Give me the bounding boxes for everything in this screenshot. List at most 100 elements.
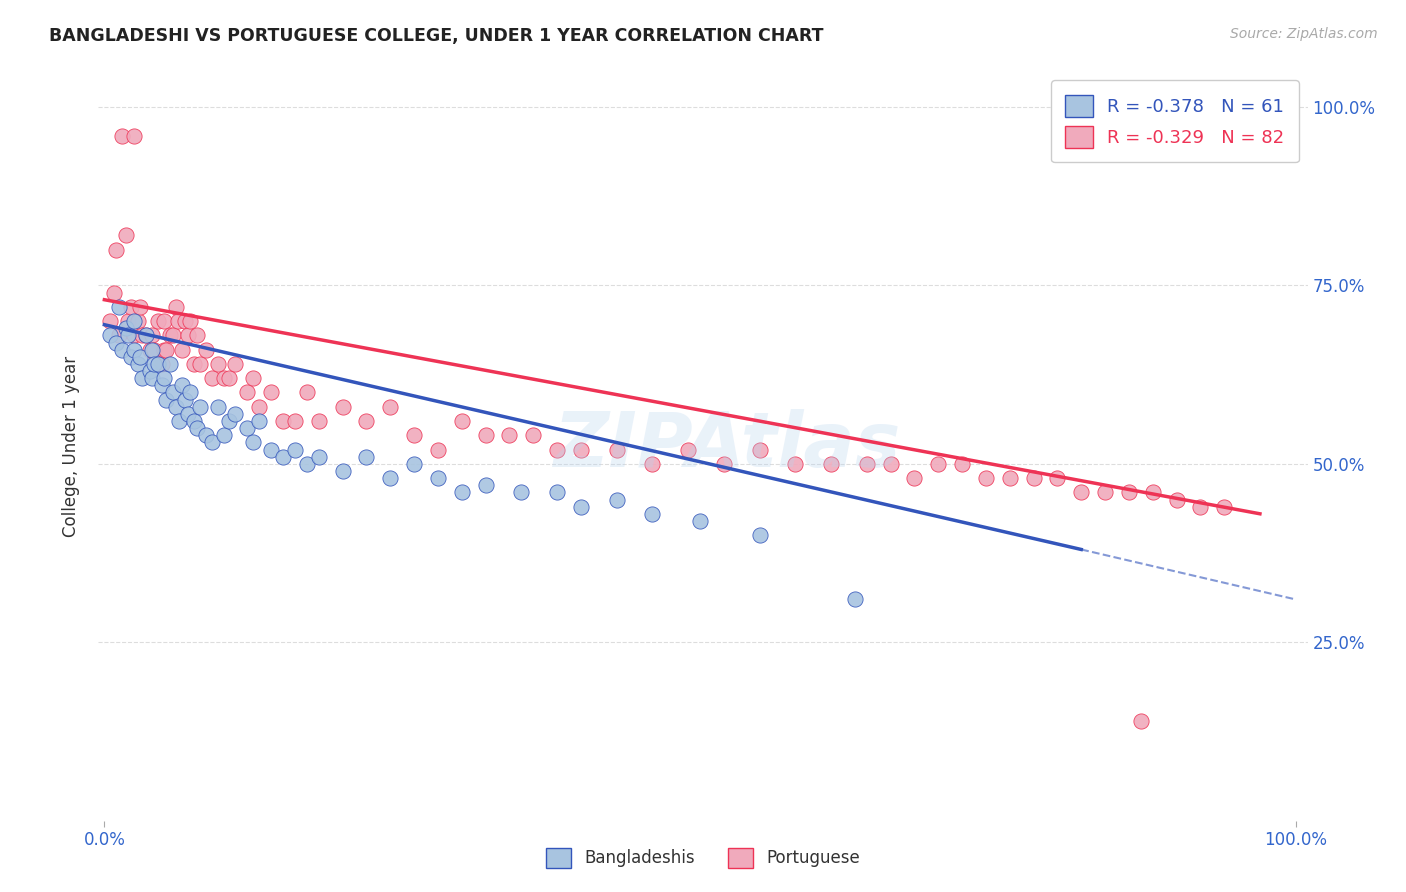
- Point: [143, 343, 166, 357]
- Point: [135, 328, 157, 343]
- Point: [98, 328, 121, 343]
- Point: [120, 300, 142, 314]
- Point: [162, 385, 184, 400]
- Point: [170, 343, 193, 357]
- Point: [162, 328, 184, 343]
- Point: [207, 357, 229, 371]
- Point: [569, 442, 592, 457]
- Point: [207, 400, 229, 414]
- Point: [146, 357, 169, 371]
- Point: [856, 457, 879, 471]
- Point: [107, 300, 129, 314]
- Point: [1094, 485, 1116, 500]
- Point: [903, 471, 925, 485]
- Point: [1022, 471, 1045, 485]
- Point: [114, 228, 136, 243]
- Point: [404, 428, 426, 442]
- Point: [546, 485, 568, 500]
- Point: [127, 357, 149, 371]
- Point: [127, 314, 149, 328]
- Point: [138, 343, 160, 357]
- Point: [105, 335, 128, 350]
- Point: [1070, 485, 1092, 500]
- Point: [135, 328, 157, 343]
- Point: [218, 371, 240, 385]
- Point: [1213, 500, 1236, 514]
- Point: [186, 328, 208, 343]
- Point: [177, 407, 200, 421]
- Point: [950, 457, 973, 471]
- Point: [194, 343, 217, 357]
- Point: [183, 357, 205, 371]
- Point: [404, 457, 426, 471]
- Point: [308, 450, 330, 464]
- Point: [224, 407, 246, 421]
- Point: [641, 507, 664, 521]
- Point: [117, 328, 139, 343]
- Point: [122, 314, 145, 328]
- Point: [260, 442, 283, 457]
- Point: [120, 350, 142, 364]
- Point: [170, 378, 193, 392]
- Point: [174, 314, 197, 328]
- Point: [606, 442, 628, 457]
- Point: [186, 421, 208, 435]
- Point: [295, 457, 318, 471]
- Point: [141, 328, 163, 343]
- Point: [122, 128, 145, 143]
- Point: [927, 457, 949, 471]
- Point: [155, 392, 177, 407]
- Point: [107, 328, 129, 343]
- Point: [153, 371, 176, 385]
- Point: [165, 400, 187, 414]
- Point: [879, 457, 901, 471]
- Legend: Bangladeshis, Portuguese: Bangladeshis, Portuguese: [538, 841, 868, 875]
- Point: [689, 514, 711, 528]
- Point: [194, 428, 217, 442]
- Point: [308, 414, 330, 428]
- Point: [332, 400, 354, 414]
- Point: [212, 428, 235, 442]
- Point: [450, 485, 472, 500]
- Point: [167, 314, 190, 328]
- Point: [179, 385, 201, 400]
- Point: [242, 435, 264, 450]
- Point: [114, 321, 136, 335]
- Point: [785, 457, 807, 471]
- Point: [380, 400, 402, 414]
- Legend: R = -0.378   N = 61, R = -0.329   N = 82: R = -0.378 N = 61, R = -0.329 N = 82: [1052, 80, 1299, 162]
- Point: [356, 450, 378, 464]
- Point: [332, 464, 354, 478]
- Point: [284, 414, 307, 428]
- Point: [748, 442, 770, 457]
- Point: [748, 528, 770, 542]
- Point: [260, 385, 283, 400]
- Point: [153, 314, 176, 328]
- Point: [606, 492, 628, 507]
- Point: [122, 343, 145, 357]
- Point: [177, 328, 200, 343]
- Point: [188, 357, 211, 371]
- Point: [131, 328, 153, 343]
- Point: [284, 442, 307, 457]
- Point: [159, 357, 181, 371]
- Point: [200, 371, 222, 385]
- Point: [183, 414, 205, 428]
- Point: [103, 285, 125, 300]
- Point: [242, 371, 264, 385]
- Point: [974, 471, 997, 485]
- Point: [676, 442, 699, 457]
- Point: [380, 471, 402, 485]
- Point: [356, 414, 378, 428]
- Point: [155, 343, 177, 357]
- Point: [426, 442, 449, 457]
- Text: Source: ZipAtlas.com: Source: ZipAtlas.com: [1230, 27, 1378, 41]
- Point: [188, 400, 211, 414]
- Point: [105, 243, 128, 257]
- Point: [159, 328, 181, 343]
- Point: [218, 414, 240, 428]
- Point: [200, 435, 222, 450]
- Point: [165, 300, 187, 314]
- Point: [141, 371, 163, 385]
- Point: [117, 314, 139, 328]
